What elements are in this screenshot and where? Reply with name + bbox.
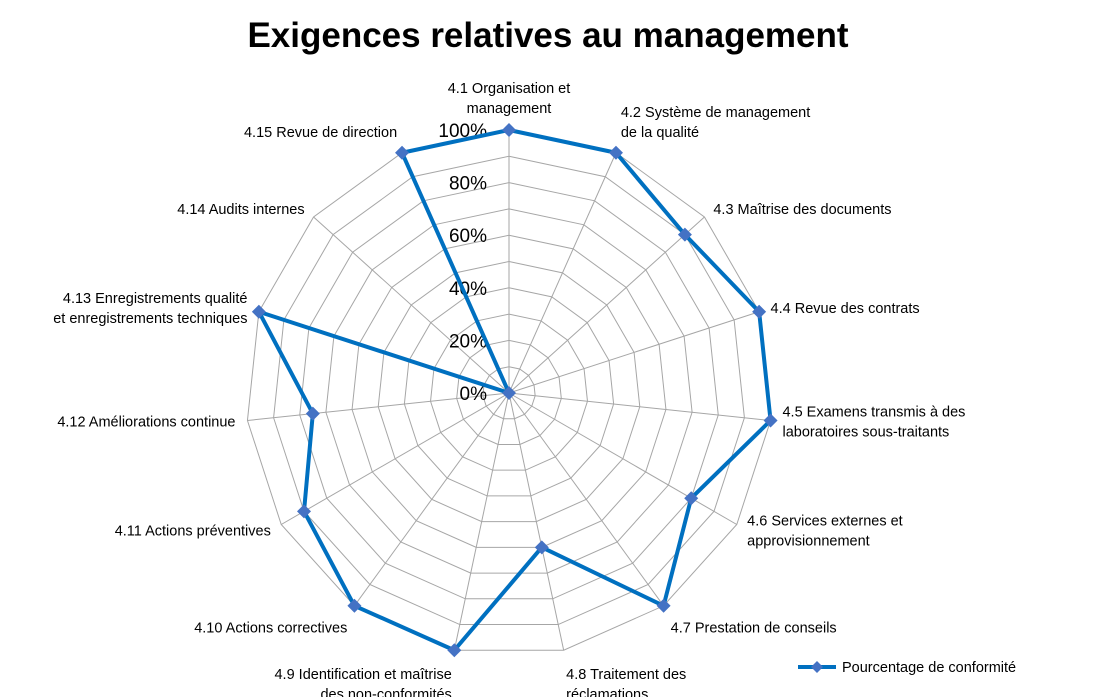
grid-ring <box>299 182 719 600</box>
grid-spoke <box>508 392 771 421</box>
data-point <box>297 504 312 519</box>
legend-label: Pourcentage de conformité <box>842 660 1016 676</box>
category-label-line: 4.1 Organisation et <box>448 81 571 97</box>
category-label: 4.2 Système de management de la qualité <box>621 105 810 141</box>
radial-ticks: 0%20%40%60%80%100% <box>438 121 487 405</box>
category-label: 4.15 Revue de direction <box>244 125 397 141</box>
data-point <box>677 227 692 242</box>
category-labels: 4.1 Organisation et management 4.2 Système… <box>53 81 965 697</box>
legend-marker <box>811 661 823 673</box>
data-point <box>656 598 671 613</box>
category-label: 4.9 Identification et maîtrise des non-co… <box>274 667 451 697</box>
series <box>251 123 778 658</box>
series-line <box>256 128 773 653</box>
data-point <box>763 413 778 428</box>
category-label-line: 4.7 Prestation de conseils <box>671 620 837 636</box>
tick-label: 60% <box>449 226 487 247</box>
data-point <box>447 643 462 658</box>
category-label-line: 4.3 Maîtrise des documents <box>713 202 891 218</box>
category-label: 4.14 Audits internes <box>177 202 304 218</box>
category-label: 4.13 Enregistrements qualité et enregistr… <box>53 291 247 327</box>
tick-label: 0% <box>460 384 488 405</box>
category-label-line: 4.5 Examens transmis à des <box>782 405 965 421</box>
category-label-line: 4.4 Revue des contrats <box>771 301 920 317</box>
data-point <box>395 145 410 160</box>
category-label-line: approvisionnement <box>747 534 870 550</box>
grid-spoke <box>508 392 664 607</box>
grid-spoke <box>313 216 510 394</box>
category-label-line: et enregistrements techniques <box>53 311 247 327</box>
grid-spoke <box>508 152 617 394</box>
category-label-line: 4.8 Traitement des <box>566 667 686 683</box>
category-label-line: 4.13 Enregistrements qualité <box>63 291 248 307</box>
grid-spoke <box>247 392 510 421</box>
category-label-line: réclamations <box>566 687 648 697</box>
category-label: 4.3 Maîtrise des documents <box>713 202 891 218</box>
data-point <box>502 123 516 137</box>
radar-grid <box>246 129 772 651</box>
category-label: 4.8 Traitement des réclamations <box>566 667 686 697</box>
grid-ring <box>325 208 693 574</box>
data-point <box>305 406 320 421</box>
data-point <box>502 386 516 400</box>
category-label: 4.10 Actions correctives <box>194 620 347 636</box>
legend: Pourcentage de conformité <box>798 660 1016 676</box>
category-label-line: 4.15 Revue de direction <box>244 125 397 141</box>
category-label-line: des non-conformités <box>320 687 451 697</box>
tick-label: 80% <box>449 174 487 195</box>
category-label-line: 4.12 Améliorations continue <box>57 415 235 431</box>
category-label-line: management <box>467 101 552 117</box>
category-label: 4.12 Améliorations continue <box>57 415 235 431</box>
chart-title: Exigences relatives au management <box>247 16 849 55</box>
category-label: 4.11 Actions préventives <box>115 524 271 540</box>
grid-ring <box>456 339 562 445</box>
grid-spoke <box>508 216 705 394</box>
grid-ring <box>482 366 536 420</box>
category-label-line: laboratoires sous-traitants <box>782 425 949 441</box>
category-label-line: 4.14 Audits internes <box>177 202 304 218</box>
category-label-line: 4.9 Identification et maîtrise <box>274 667 451 683</box>
category-label: 4.7 Prestation de conseils <box>671 620 837 636</box>
grid-ring <box>403 287 615 497</box>
grid-ring <box>377 260 641 523</box>
category-label: 4.1 Organisation et management <box>448 81 571 117</box>
category-label-line: 4.11 Actions préventives <box>115 524 271 540</box>
category-label-line: de la qualité <box>621 125 699 141</box>
data-point <box>684 491 699 506</box>
data-point <box>347 598 362 613</box>
category-label: 4.4 Revue des contrats <box>771 301 920 317</box>
grid-ring <box>273 155 745 626</box>
category-label-line: 4.6 Services externes et <box>747 514 903 530</box>
category-label-line: 4.10 Actions correctives <box>194 620 347 636</box>
data-point <box>608 145 623 160</box>
grid-ring <box>246 129 772 651</box>
data-point <box>251 304 266 319</box>
data-point <box>534 540 549 555</box>
grid-spoke <box>354 392 510 607</box>
category-label-line: 4.2 Système de management <box>621 105 810 121</box>
category-label: 4.6 Services externes et approvisionnemen… <box>747 514 903 550</box>
grid-ring <box>351 234 667 548</box>
grid-spoke <box>453 392 510 651</box>
grid-spoke <box>508 392 738 525</box>
data-point <box>752 304 767 319</box>
grid-spoke <box>508 392 565 651</box>
grid-spoke <box>508 311 760 394</box>
tick-label: 20% <box>449 331 487 352</box>
category-label: 4.5 Examens transmis à des laboratoires s… <box>782 405 965 441</box>
grid-spoke <box>280 392 510 525</box>
grid-ring <box>430 313 588 471</box>
